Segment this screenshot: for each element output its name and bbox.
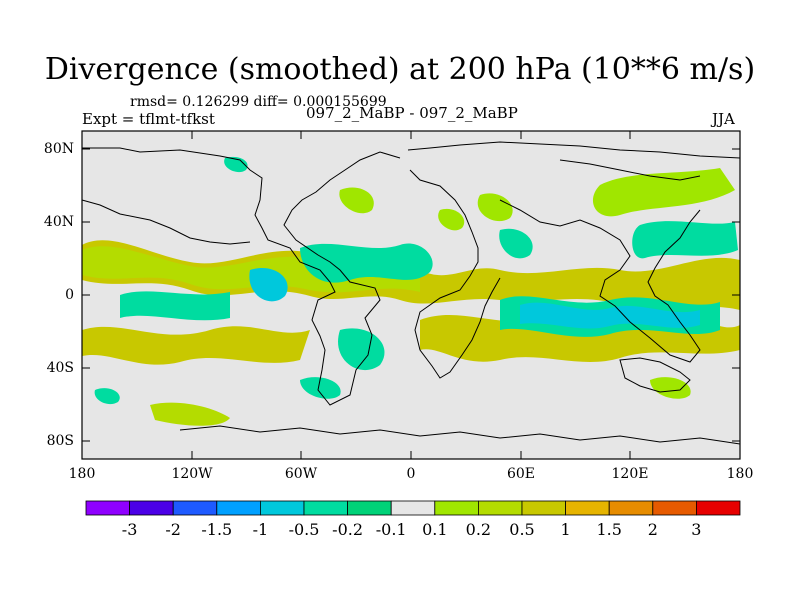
- colorbar-swatch: [696, 500, 741, 516]
- x-tick-label: 120W: [171, 466, 213, 482]
- colorbar-swatch: [565, 500, 610, 516]
- colorbar-swatch: [259, 500, 305, 516]
- colorbar-label: -1.5: [201, 520, 233, 539]
- colorbar-label: 0.2: [465, 520, 492, 539]
- divergence-field: [82, 156, 740, 426]
- colorbar-swatch: [521, 500, 566, 516]
- experiment-label: Expt = tflmt-tfkst: [82, 110, 215, 128]
- positive-area: [592, 168, 735, 217]
- colorbar-label: -2: [165, 520, 181, 539]
- colorbar-swatch: [434, 500, 479, 516]
- x-tick-label: 180: [726, 466, 754, 482]
- x-tick-label: 120E: [611, 466, 649, 482]
- negative-area: [300, 377, 341, 399]
- negative-area: [338, 328, 385, 371]
- negative-area: [249, 268, 288, 302]
- x-axis-ticks: [81, 131, 741, 459]
- negative-area: [300, 243, 433, 283]
- comparison-label: 097_2_MaBP - 097_2_MaBP: [306, 104, 518, 122]
- colorbar-label: -1: [252, 520, 269, 539]
- colorbar-swatch: [216, 500, 261, 516]
- colorbar-label: 0.5: [509, 520, 535, 539]
- positive-area: [477, 193, 513, 222]
- colorbar-swatch: [477, 500, 523, 516]
- x-tick-label: 180: [68, 466, 96, 482]
- x-tick-label: 0: [406, 466, 416, 482]
- colorbar-label: -3: [121, 520, 138, 539]
- negative-area: [632, 221, 738, 259]
- positive-area: [150, 402, 230, 426]
- negative-area: [120, 291, 230, 321]
- negative-area: [224, 156, 248, 173]
- colorbar-label: -0.1: [375, 520, 407, 539]
- y-tick-label: 40N: [43, 214, 74, 230]
- colorbar-label: 3: [691, 520, 702, 539]
- y-axis-ticks: [82, 148, 740, 442]
- season-label: JJA: [712, 110, 735, 128]
- negative-area: [94, 388, 120, 405]
- colorbar-label: 1.5: [596, 520, 622, 539]
- stats-text: rmsd= 0.126299 diff= 0.000155699: [130, 94, 387, 110]
- positive-area: [650, 377, 691, 399]
- y-tick-label: 80S: [46, 433, 74, 449]
- negative-area: [499, 228, 533, 259]
- colorbar-swatch: [608, 500, 654, 516]
- colorbar-swatch: [303, 500, 348, 516]
- negative-area: [520, 302, 700, 329]
- colorbar-label: -0.2: [332, 520, 364, 539]
- positive-area: [82, 326, 310, 365]
- x-tick-label: 60E: [506, 466, 536, 482]
- colorbar-swatch: [390, 500, 436, 516]
- colorbar-swatch: [652, 500, 697, 516]
- colorbar-label: 2: [647, 520, 658, 539]
- y-tick-label: 80N: [43, 141, 74, 157]
- colorbar-swatch: [129, 500, 174, 516]
- colorbar-label: 0.1: [422, 520, 448, 539]
- positive-area: [339, 187, 374, 214]
- colorbar: [85, 500, 741, 516]
- plot-title: Divergence (smoothed) at 200 hPa (10**6 …: [44, 52, 756, 87]
- colorbar-swatch: [85, 500, 130, 516]
- colorbar-label: -0.5: [288, 520, 320, 539]
- colorbar-swatch: [172, 500, 218, 516]
- coastlines: [81, 141, 741, 445]
- y-tick-label: 0: [65, 287, 74, 303]
- colorbar-label: 1: [560, 520, 571, 539]
- x-tick-label: 60W: [284, 466, 318, 482]
- positive-area: [438, 208, 465, 231]
- y-tick-label: 40S: [46, 360, 74, 376]
- colorbar-swatch: [347, 500, 392, 516]
